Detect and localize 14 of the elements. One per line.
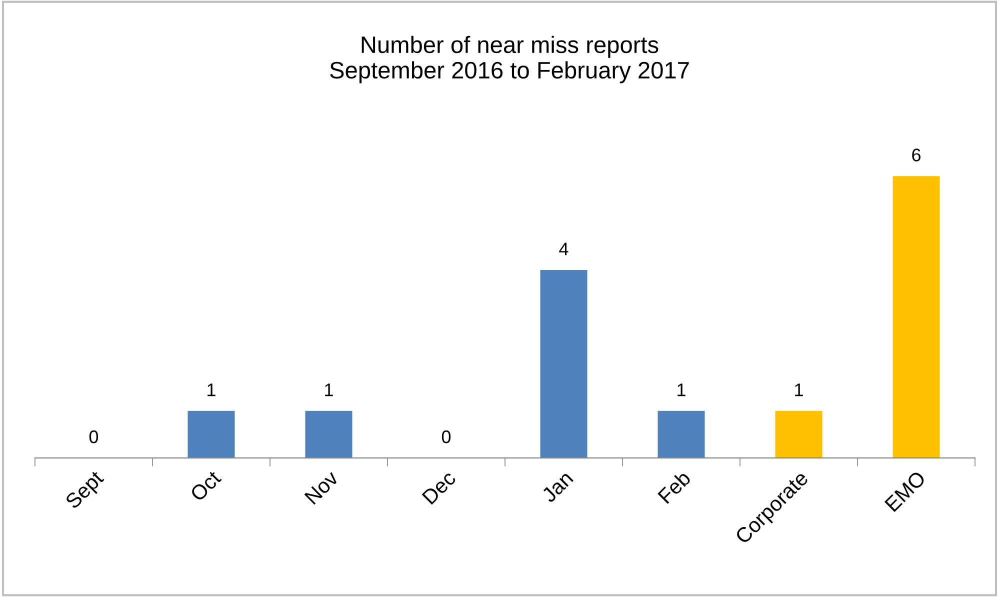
data-label: 0 (89, 430, 98, 444)
x-tick-label: Nov (304, 470, 340, 505)
data-label: 1 (678, 384, 686, 396)
x-tick-label: Feb (657, 470, 692, 504)
data-label: 4 (559, 242, 568, 256)
x-tick-label: Jan (540, 470, 574, 504)
x-tick-label: Dec (422, 470, 457, 505)
data-label: 1 (208, 384, 216, 396)
data-label: 6 (912, 148, 920, 162)
data-label: 0 (442, 430, 451, 444)
data-label: 1 (795, 384, 803, 396)
chart-title: Number of near miss reports September 2016 to February 2017 (330, 36, 689, 84)
data-label: 1 (325, 384, 333, 396)
x-tick-label: Oct (189, 470, 222, 502)
